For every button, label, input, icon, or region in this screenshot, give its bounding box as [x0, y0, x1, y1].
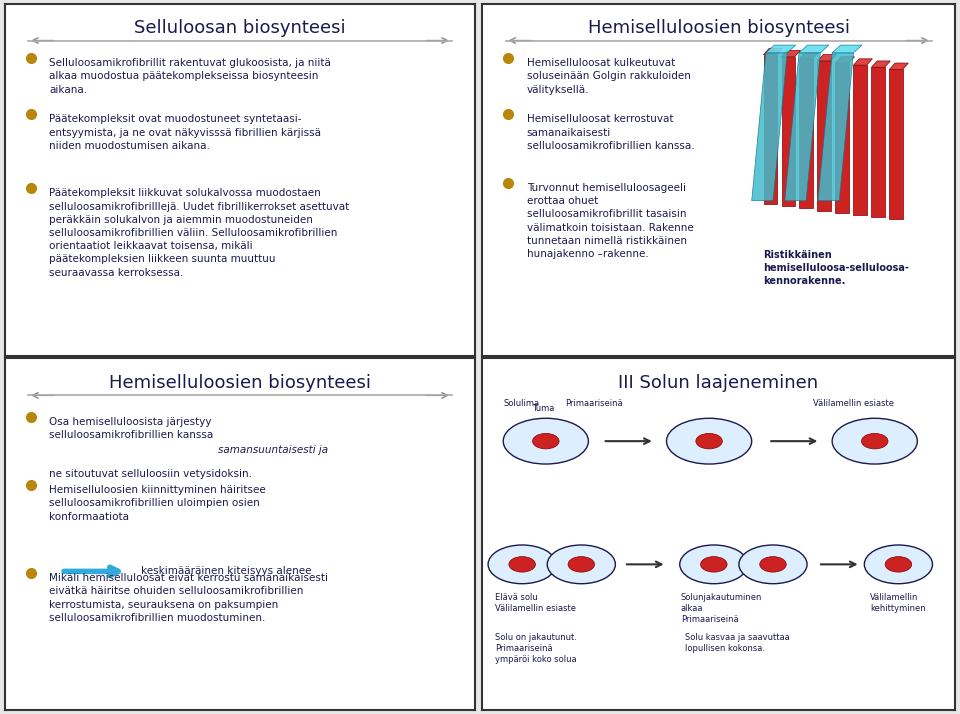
Polygon shape [853, 59, 873, 65]
Text: Solu kasvaa ja saavuttaa
lopullisen kokonsa.: Solu kasvaa ja saavuttaa lopullisen koko… [685, 633, 790, 653]
Ellipse shape [568, 557, 594, 572]
Polygon shape [889, 69, 902, 219]
Text: Osa hemiselluloosista järjestyy
selluloosamikrofibrillien kanssa: Osa hemiselluloosista järjestyy selluloo… [50, 416, 217, 440]
Ellipse shape [666, 418, 752, 464]
Text: Päätekompleksit liikkuvat solukalvossa muodostaen
selluloosamikrofibrilllejä. Uu: Päätekompleksit liikkuvat solukalvossa m… [50, 188, 349, 278]
Ellipse shape [503, 418, 588, 464]
Ellipse shape [680, 545, 748, 584]
Text: Tuma: Tuma [532, 404, 554, 413]
Polygon shape [752, 53, 787, 201]
Polygon shape [785, 53, 820, 201]
Text: ne sitoutuvat selluloosiin vetysidoksin.: ne sitoutuvat selluloosiin vetysidoksin. [50, 469, 252, 479]
Polygon shape [872, 61, 890, 67]
Text: Mikäli hemiselluloosat eivät kerrostu samanaikaisesti
eivätkä häiritse ohuiden s: Mikäli hemiselluloosat eivät kerrostu sa… [50, 573, 328, 623]
Ellipse shape [547, 545, 615, 584]
Ellipse shape [861, 433, 888, 449]
Text: Solu on jakautunut.
Primaariseinä
ympäröi koko solua: Solu on jakautunut. Primaariseinä ympärö… [495, 633, 577, 664]
Polygon shape [781, 56, 795, 206]
Text: III Solun laajeneminen: III Solun laajeneminen [618, 374, 819, 392]
Polygon shape [800, 53, 819, 59]
Ellipse shape [885, 557, 912, 572]
Text: samansuuntaisesti ja: samansuuntaisesti ja [50, 446, 328, 456]
Ellipse shape [696, 433, 722, 449]
Polygon shape [766, 45, 796, 53]
Text: Hemiselluloosien biosynteesi: Hemiselluloosien biosynteesi [109, 374, 371, 392]
Polygon shape [818, 53, 853, 201]
Text: keskimääräinen kiteisyys alenee: keskimääräinen kiteisyys alenee [141, 566, 312, 576]
Text: Solunjakautuminen
alkaa
Primaariseinä: Solunjakautuminen alkaa Primaariseinä [681, 593, 762, 624]
Text: Solulima: Solulima [503, 398, 540, 408]
Text: Välilamellin esiaste: Välilamellin esiaste [813, 398, 894, 408]
Text: Hemiselluloosat kulkeutuvat
soluseinään Golgin rakkuloiden
välityksellä.: Hemiselluloosat kulkeutuvat soluseinään … [527, 58, 691, 94]
Polygon shape [872, 67, 885, 217]
Ellipse shape [832, 418, 918, 464]
Ellipse shape [509, 557, 536, 572]
Text: Hemiselluloosien biosynteesi: Hemiselluloosien biosynteesi [588, 19, 850, 37]
Polygon shape [835, 63, 849, 213]
Polygon shape [818, 54, 836, 61]
Text: Päätekompleksit ovat muodostuneet syntetaasi-
entsyymista, ja ne ovat näkyvisssä: Päätekompleksit ovat muodostuneet syntet… [50, 114, 322, 151]
Text: Primaariseinä: Primaariseinä [564, 398, 622, 408]
Polygon shape [818, 61, 830, 211]
Ellipse shape [701, 557, 727, 572]
Ellipse shape [739, 545, 807, 584]
Polygon shape [835, 56, 854, 63]
Ellipse shape [759, 557, 786, 572]
Polygon shape [800, 59, 813, 208]
Polygon shape [889, 63, 908, 69]
Polygon shape [832, 45, 862, 53]
Text: Välilamellin
kehittyminen: Välilamellin kehittyminen [870, 593, 925, 613]
Text: Hemiselluloosien kiinnittyminen häiritsee
selluloosamikrofibrillien uloimpien os: Hemiselluloosien kiinnittyminen häiritse… [50, 485, 266, 521]
Text: Ristikkäinen
hemiselluloosa-selluloosa-
kennorakenne.: Ristikkäinen hemiselluloosa-selluloosa- … [763, 250, 909, 286]
Text: Hemiselluloosat kerrostuvat
samanaikaisesti
selluloosamikrofibrillien kanssa.: Hemiselluloosat kerrostuvat samanaikaise… [527, 114, 694, 151]
Polygon shape [853, 65, 867, 215]
Ellipse shape [488, 545, 556, 584]
Text: Selluloosan biosynteesi: Selluloosan biosynteesi [134, 19, 346, 37]
Polygon shape [763, 49, 782, 54]
Polygon shape [781, 51, 801, 56]
Polygon shape [763, 54, 777, 204]
Text: Selluloosamikrofibrillit rakentuvat glukoosista, ja niitä
alkaa muodostua päätek: Selluloosamikrofibrillit rakentuvat gluk… [50, 58, 331, 94]
Text: Turvonnut hemiselluloosageeli
erottaa ohuet
selluloosamikrofibrillit tasaisin
vä: Turvonnut hemiselluloosageeli erottaa oh… [527, 183, 694, 259]
Polygon shape [799, 45, 828, 53]
Text: Elävä solu
Välilamellin esiaste: Elävä solu Välilamellin esiaste [495, 593, 576, 613]
Ellipse shape [533, 433, 559, 449]
Ellipse shape [864, 545, 932, 584]
